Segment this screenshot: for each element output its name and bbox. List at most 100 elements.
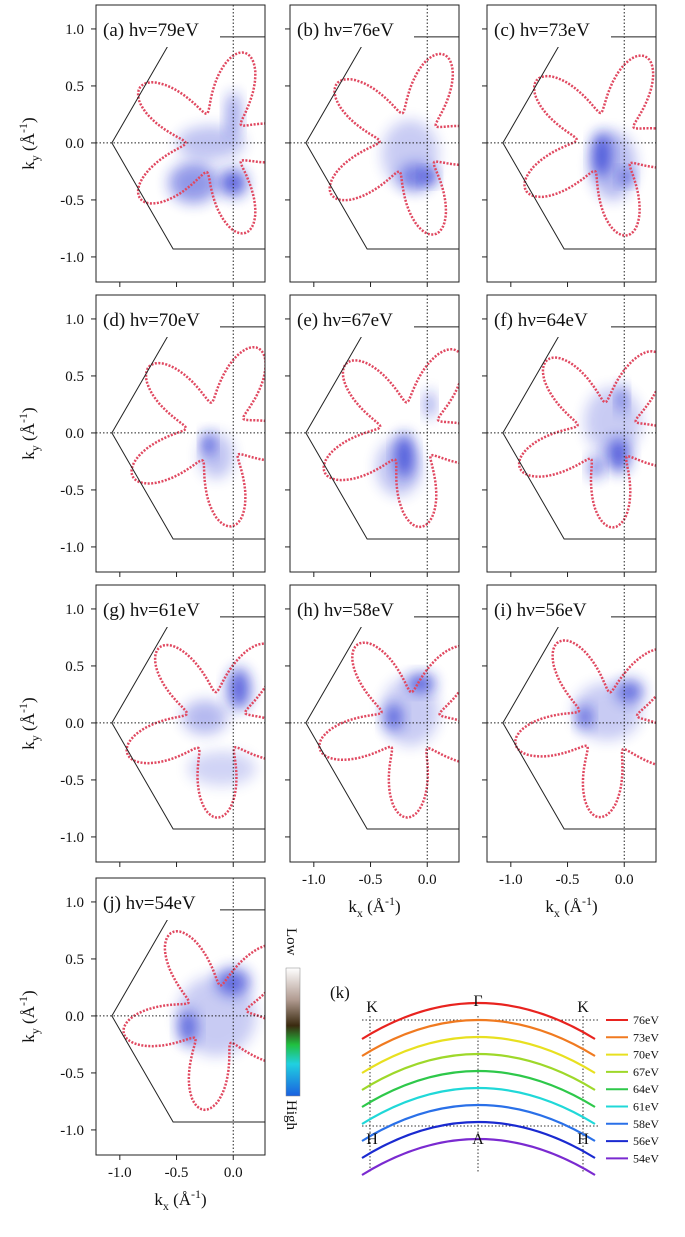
y-tick-label: 1.0 [65,22,84,38]
panel-label: (f) hν=64eV [494,310,588,331]
panel-label: (h) hν=58eV [297,600,394,621]
panel-content [96,585,307,862]
axis-label: ky (Å-1) [16,117,42,169]
y-tick-label: 0.5 [65,79,84,95]
panel-label: (c) hν=73eV [494,20,590,41]
legend-label: 61eV [633,1100,659,1114]
panel: (i) hν=56eV -1.0 -0.5 0.0 kx (Å-1) [482,585,685,920]
panel-label: (i) hν=56eV [494,600,587,621]
label-part: (Å [363,897,386,916]
colorbar-label: High [283,1100,299,1131]
y-tick-label: -1.0 [60,250,84,266]
y-tick-label: 0.0 [65,1009,84,1025]
x-tick-label: 0.0 [615,872,634,888]
legend-label: 54eV [633,1151,659,1165]
axis-label: kx (Å-1) [154,1187,206,1213]
y-tick-label: -1.0 [60,1123,84,1139]
panel-content [96,5,310,282]
y-tick-label: 1.0 [65,602,84,618]
panel-content [290,295,503,572]
panel-label: (k) [330,983,350,1002]
point-label: Γ [473,993,482,1010]
axis-label: kx (Å-1) [348,894,400,920]
point-label: K [577,999,589,1016]
contour [324,349,503,527]
legend-label: 70eV [633,1048,659,1062]
intensity-blob [425,391,434,418]
label-part: (Å [19,422,38,445]
panel-label: (j) hν=54eV [103,893,196,914]
label-part: -1 [582,894,592,908]
x-tick-label: -1.0 [499,872,523,888]
y-tick-label: 0.0 [65,136,84,152]
axis-label: ky (Å-1) [16,990,42,1042]
label-part: -1 [385,894,395,908]
y-tick-label: -1.0 [60,540,84,556]
point-label: A [472,1131,484,1148]
x-tick-label: -0.5 [165,1165,189,1181]
panel: (f) hν=64eV [482,295,685,577]
label-part: ) [19,990,38,996]
x-tick-label: -1.0 [302,872,326,888]
label-part: (Å [560,897,583,916]
panel-label: (d) hν=70eV [103,310,200,331]
colorbar [286,968,300,1096]
panel-label: (a) hν=79eV [103,20,199,41]
y-tick-label: -0.5 [60,773,84,789]
y-tick-label: -1.0 [60,830,84,846]
legend-label: 58eV [633,1117,659,1131]
label-part: -1 [191,1187,201,1201]
y-tick-label: 0.0 [65,426,84,442]
y-tick-label: 0.0 [65,716,84,732]
label-part: -1 [16,996,30,1006]
intensity-blob [182,700,227,734]
y-tick-label: -0.5 [60,193,84,209]
y-tick-label: 0.5 [65,369,84,385]
x-tick-label: 0.0 [224,1165,243,1181]
panel-label: (g) hν=61eV [103,600,200,621]
axis-label: ky (Å-1) [16,407,42,459]
panel: (d) hν=70eV 1.0 0.5 0.0 -0.5 -1.0 ky (Å-1) [16,295,309,577]
panel: (c) hν=73eV [482,5,685,287]
label-part: (Å [19,1005,38,1028]
x-tick-label: 0.0 [418,872,437,888]
label-part: ) [19,407,38,413]
legend-label: 73eV [633,1030,659,1044]
intensity-blob [199,433,233,479]
panel-content [96,295,309,572]
panel-content [487,585,685,862]
x-tick-label: -1.0 [108,1165,132,1181]
legend-label: 67eV [633,1065,659,1079]
panel: (e) hν=67eV [285,295,503,577]
legend-label: 64eV [633,1082,659,1096]
panel-content [290,585,499,862]
panel: (b) hν=76eV [285,5,504,287]
panel-label: (b) hν=76eV [297,20,394,41]
intensity-blob [382,677,439,745]
y-tick-label: -0.5 [60,483,84,499]
y-tick-label: 0.5 [65,659,84,675]
point-label: H [577,1131,589,1148]
label-part: (Å [19,712,38,735]
label-part: ) [592,897,598,916]
intensity-blob [585,387,642,455]
point-label: K [366,999,378,1016]
panel-content [290,5,504,282]
label-part: ) [395,897,401,916]
label-part: (Å [169,1190,192,1209]
colorbar-label: Low [283,928,299,956]
y-tick-label: 1.0 [65,895,84,911]
legend-label: 56eV [633,1134,659,1148]
panel-content [487,5,685,282]
label-part: ) [19,117,38,123]
x-tick-label: -0.5 [359,872,383,888]
axis-label: kx (Å-1) [545,894,597,920]
y-tick-label: 1.0 [65,312,84,328]
y-tick-label: 0.5 [65,952,84,968]
x-tick-label: -0.5 [556,872,580,888]
legend-label: 76eV [633,1013,659,1027]
panel-content [96,878,302,1155]
